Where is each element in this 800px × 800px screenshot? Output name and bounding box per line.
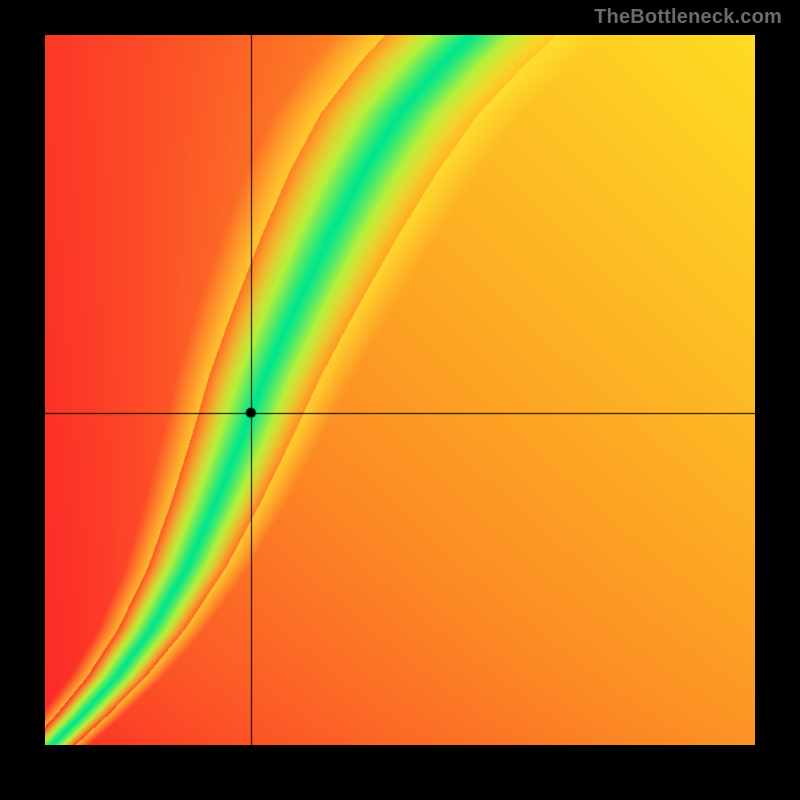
watermark-text: TheBottleneck.com (594, 6, 782, 29)
bottleneck-heatmap (45, 35, 755, 745)
